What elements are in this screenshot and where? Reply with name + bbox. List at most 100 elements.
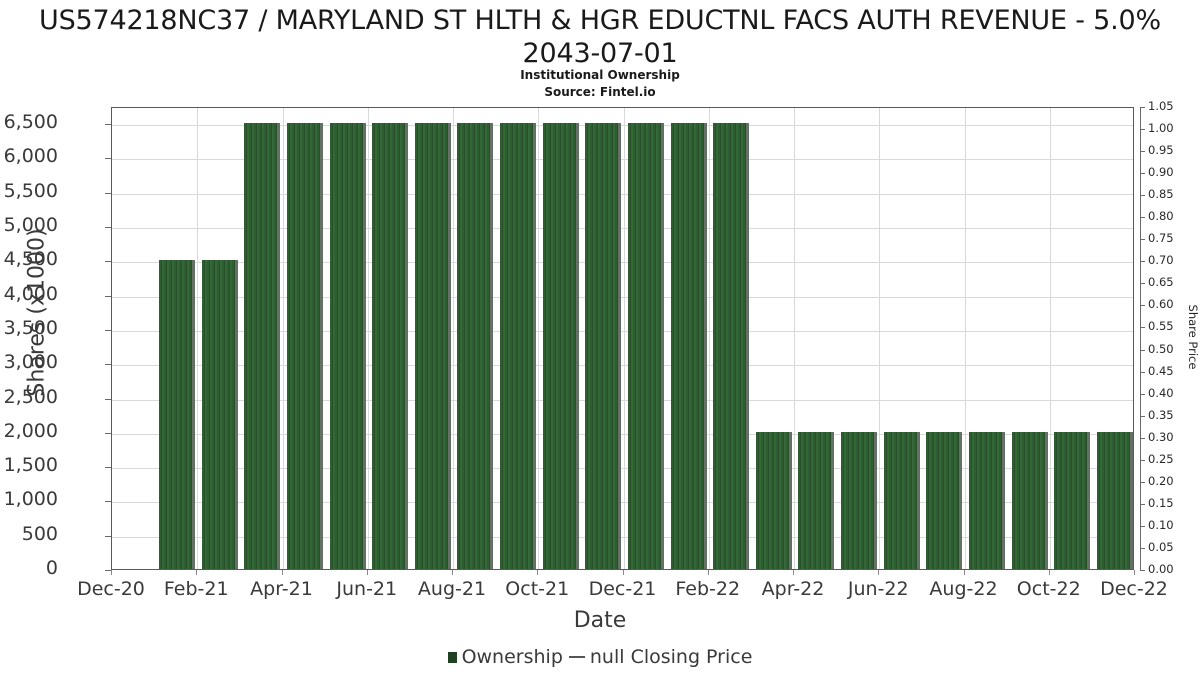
y-tick-mark	[105, 227, 111, 229]
y-tick-mark	[105, 295, 111, 297]
bar[interactable]	[1096, 431, 1133, 569]
bar[interactable]	[926, 431, 963, 569]
y-tick-mark	[105, 570, 111, 571]
bar[interactable]	[713, 123, 750, 569]
x-tick-mark	[963, 570, 965, 575]
bar[interactable]	[329, 123, 366, 569]
y2-tick-mark	[1140, 459, 1145, 461]
y2-tick-mark	[1140, 437, 1145, 439]
y2-tick-label: 0.65	[1148, 275, 1174, 290]
y-tick-label: 1,500	[3, 454, 58, 477]
chart-legend: Ownership null Closing Price	[0, 646, 1200, 668]
secondary-axis-line	[1140, 107, 1141, 570]
y-tick-label: 500	[21, 522, 58, 545]
y2-tick-mark	[1140, 349, 1145, 351]
y-tick-mark	[105, 432, 111, 434]
y-tick-mark	[105, 364, 111, 366]
bar[interactable]	[1054, 431, 1091, 569]
y2-tick-mark	[1140, 217, 1145, 219]
y2-tick-label: 0.45	[1148, 363, 1174, 378]
y-tick-mark	[105, 398, 111, 400]
y-tick-label: 3,000	[3, 351, 58, 374]
y2-tick-label: 0.40	[1148, 385, 1174, 400]
y2-tick-mark	[1140, 570, 1145, 571]
bar[interactable]	[159, 260, 195, 569]
legend-item-closing-price[interactable]: null Closing Price	[563, 646, 752, 668]
bar[interactable]	[968, 431, 1005, 569]
y2-tick-label: 0.50	[1148, 341, 1174, 356]
bar[interactable]	[201, 260, 238, 569]
y2-tick-label: 0.05	[1148, 539, 1174, 554]
y-tick-label: 4,500	[3, 248, 58, 271]
x-tick-label: Apr-21	[250, 578, 313, 600]
bar[interactable]	[670, 123, 707, 569]
y2-tick-mark	[1140, 525, 1145, 527]
gridline-vertical	[794, 108, 795, 569]
y2-tick-mark	[1140, 173, 1145, 175]
gridline-horizontal	[112, 193, 1133, 195]
x-tick-mark	[878, 570, 880, 575]
x-tick-mark	[281, 570, 283, 575]
bar[interactable]	[542, 123, 579, 569]
bar[interactable]	[457, 123, 494, 569]
bar[interactable]	[883, 431, 920, 569]
x-tick-label: Aug-22	[929, 578, 998, 600]
bar[interactable]	[755, 431, 792, 569]
y2-tick-mark	[1140, 261, 1145, 263]
y2-tick-mark	[1140, 129, 1145, 131]
x-tick-label: Oct-21	[505, 578, 570, 600]
bar[interactable]	[627, 123, 664, 569]
x-tick-label: Dec-20	[77, 578, 145, 600]
bar[interactable]	[585, 123, 622, 569]
y-tick-mark	[105, 329, 111, 331]
bar[interactable]	[841, 431, 877, 569]
gridline-vertical	[879, 108, 881, 569]
bar[interactable]	[1011, 431, 1048, 569]
y2-tick-label: 0.30	[1148, 429, 1174, 444]
legend-line-swatch-icon	[568, 656, 585, 658]
bar[interactable]	[798, 431, 835, 569]
bar[interactable]	[414, 123, 451, 569]
x-tick-mark	[111, 570, 112, 575]
x-tick-label: Apr-22	[761, 578, 825, 600]
x-axis-label: Date	[573, 608, 627, 633]
y2-tick-label: 0.90	[1148, 165, 1174, 180]
y2-tick-label: 0.80	[1148, 209, 1174, 224]
x-tick-mark	[452, 570, 453, 575]
y2-tick-mark	[1140, 393, 1145, 395]
x-tick-label: Aug-21	[417, 578, 487, 600]
y2-tick-mark	[1140, 239, 1145, 241]
x-tick-mark	[793, 570, 794, 575]
bar[interactable]	[372, 123, 409, 569]
x-tick-mark	[366, 570, 368, 575]
x-tick-label: Feb-21	[163, 578, 229, 600]
gridline-vertical	[282, 108, 284, 569]
y-tick-label: 5,000	[3, 214, 58, 237]
y2-tick-mark	[1140, 371, 1145, 373]
bar[interactable]	[286, 123, 323, 569]
y2-tick-label: 0.60	[1148, 297, 1174, 312]
y2-tick-label: 0.00	[1148, 562, 1174, 576]
y2-tick-mark	[1140, 481, 1145, 483]
gridline-vertical	[964, 108, 966, 569]
legend-item-ownership[interactable]: Ownership	[447, 646, 563, 668]
bar[interactable]	[244, 123, 281, 569]
x-tick-mark	[537, 570, 539, 575]
y-tick-mark	[105, 192, 111, 194]
y-tick-mark	[105, 501, 111, 503]
y-tick-label: 6,000	[3, 145, 58, 168]
bar[interactable]	[500, 123, 536, 569]
y2-tick-label: 0.55	[1148, 319, 1174, 334]
x-tick-mark	[196, 570, 198, 575]
x-tick-mark	[1134, 570, 1135, 575]
y2-tick-mark	[1140, 327, 1145, 329]
gridline-vertical	[708, 108, 710, 569]
gridline-horizontal	[112, 536, 1133, 538]
x-tick-mark	[707, 570, 709, 575]
legend-label-ownership: Ownership	[461, 646, 563, 668]
y2-tick-label: 0.95	[1148, 143, 1174, 158]
gridline-vertical	[623, 108, 625, 569]
x-tick-label: Dec-21	[588, 578, 657, 600]
y-tick-label: 2,000	[3, 419, 58, 442]
